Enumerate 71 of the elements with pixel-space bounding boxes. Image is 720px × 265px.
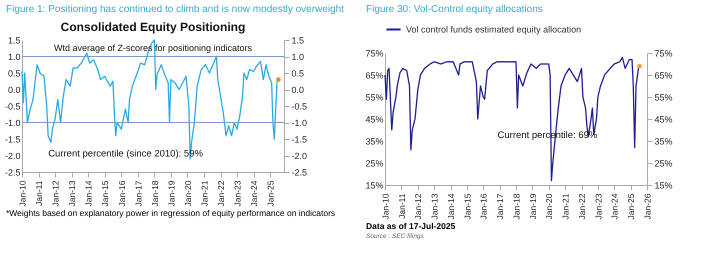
y-tick-label: 25% bbox=[365, 158, 384, 168]
y-tick-label: 1.0 bbox=[8, 52, 20, 62]
x-tick-label: Jan-18 bbox=[512, 193, 522, 220]
x-tick-label: Jan-19 bbox=[166, 180, 176, 206]
y2-tick-label: -2.5 bbox=[292, 168, 308, 178]
chart-title: Figure 30: Vol-Control equity allocations bbox=[365, 3, 544, 17]
x-tick-label: Jan-11 bbox=[34, 180, 44, 206]
x-tick-label: Jan-24 bbox=[610, 193, 620, 220]
x-tick-label: Jan-11 bbox=[396, 193, 407, 219]
text: Data as of 17-Jul-2025 bbox=[365, 221, 456, 231]
x-tick-label: Jan-20 bbox=[182, 180, 193, 206]
y-tick-label: -0.5 bbox=[4, 102, 20, 112]
x-tick-label: Jan-13 bbox=[67, 180, 78, 206]
y2-tick-label: 25% bbox=[654, 158, 673, 168]
y2-tick-label: 75% bbox=[654, 48, 673, 58]
y-tick-label: 65% bbox=[365, 70, 384, 80]
y2-tick-label: 65% bbox=[654, 70, 673, 80]
x-tick-label: Jan-17 bbox=[495, 193, 506, 220]
x-tick-label: Jan-16 bbox=[478, 193, 489, 220]
y-tick-label: 45% bbox=[365, 114, 384, 124]
y-tick-label: 0.0 bbox=[8, 85, 20, 95]
y-tick-label: 15% bbox=[365, 180, 384, 190]
y-tick-label: -1.0 bbox=[4, 118, 20, 128]
x-tick-label: Jan-14 bbox=[446, 193, 456, 220]
x-tick-label: Jan-22 bbox=[216, 180, 226, 206]
y2-tick-label: -1.0 bbox=[292, 118, 308, 128]
y2-tick-label: -0.5 bbox=[292, 102, 308, 112]
y2-tick-label: -2.0 bbox=[292, 151, 308, 161]
x-tick-label: Jan-24 bbox=[249, 180, 260, 206]
y-tick-label: 35% bbox=[365, 136, 384, 146]
x-tick-label: Jan-14 bbox=[84, 180, 94, 206]
legend-label: Vol control funds estimated equity allocation bbox=[406, 24, 582, 34]
y2-tick-label: 1.0 bbox=[292, 52, 304, 62]
y2-tick-label: 35% bbox=[654, 136, 673, 146]
x-tick-label: Jan-26 bbox=[642, 193, 652, 220]
x-tick-label: Jan-12 bbox=[413, 193, 424, 220]
y-tick-label: -2.5 bbox=[4, 168, 20, 178]
x-tick-label: Jan-19 bbox=[528, 193, 538, 220]
y-tick-label: -2.0 bbox=[4, 151, 20, 161]
y2-tick-label: 1.5 bbox=[292, 36, 304, 46]
x-tick-label: Jan-12 bbox=[50, 180, 61, 206]
y2-tick-label: 0.5 bbox=[292, 68, 304, 78]
x-tick-label: Jan-21 bbox=[200, 180, 210, 206]
y-tick-label: 1.5 bbox=[8, 36, 20, 46]
y2-tick-label: -1.5 bbox=[292, 134, 308, 144]
x-tick-label: Jan-23 bbox=[232, 180, 243, 206]
x-tick-label: Jan-23 bbox=[593, 193, 604, 220]
x-tick-label: Jan-25 bbox=[266, 180, 276, 206]
x-tick-label: Jan-10 bbox=[18, 180, 28, 206]
x-tick-label: Jan-15 bbox=[462, 193, 472, 220]
y2-tick-label: 0.0 bbox=[292, 85, 304, 95]
y-tick-label: 75% bbox=[365, 48, 384, 58]
y-tick-label: 0.5 bbox=[8, 68, 20, 78]
text: *Weights based on explanatory power in regression of equity performance on indicators bbox=[5, 208, 336, 218]
x-tick-label: Jan-15 bbox=[100, 180, 110, 206]
x-tick-label: Jan-13 bbox=[430, 193, 440, 220]
x-tick-label: Jan-16 bbox=[116, 180, 127, 206]
x-tick-label: Jan-21 bbox=[560, 193, 571, 220]
y2-tick-label: 55% bbox=[654, 92, 673, 102]
x-tick-label: Jan-10 bbox=[380, 193, 390, 220]
chart-subtitle: Consolidated Equity Positioning bbox=[60, 20, 246, 34]
x-tick-label: Jan-22 bbox=[577, 193, 587, 220]
y2-tick-label: 45% bbox=[654, 114, 673, 124]
x-tick-label: Jan-25 bbox=[626, 193, 636, 220]
chart-title: Figure 1: Positioning has continued to climb and is now modestly overweight bbox=[5, 3, 345, 17]
x-tick-label: Jan-18 bbox=[150, 180, 160, 206]
y-tick-label: -1.5 bbox=[4, 134, 20, 144]
y-tick-label: 55% bbox=[365, 92, 384, 102]
x-tick-label: Jan-17 bbox=[133, 180, 144, 206]
x-tick-label: Jan-20 bbox=[544, 193, 554, 220]
y2-tick-label: 15% bbox=[654, 180, 673, 190]
